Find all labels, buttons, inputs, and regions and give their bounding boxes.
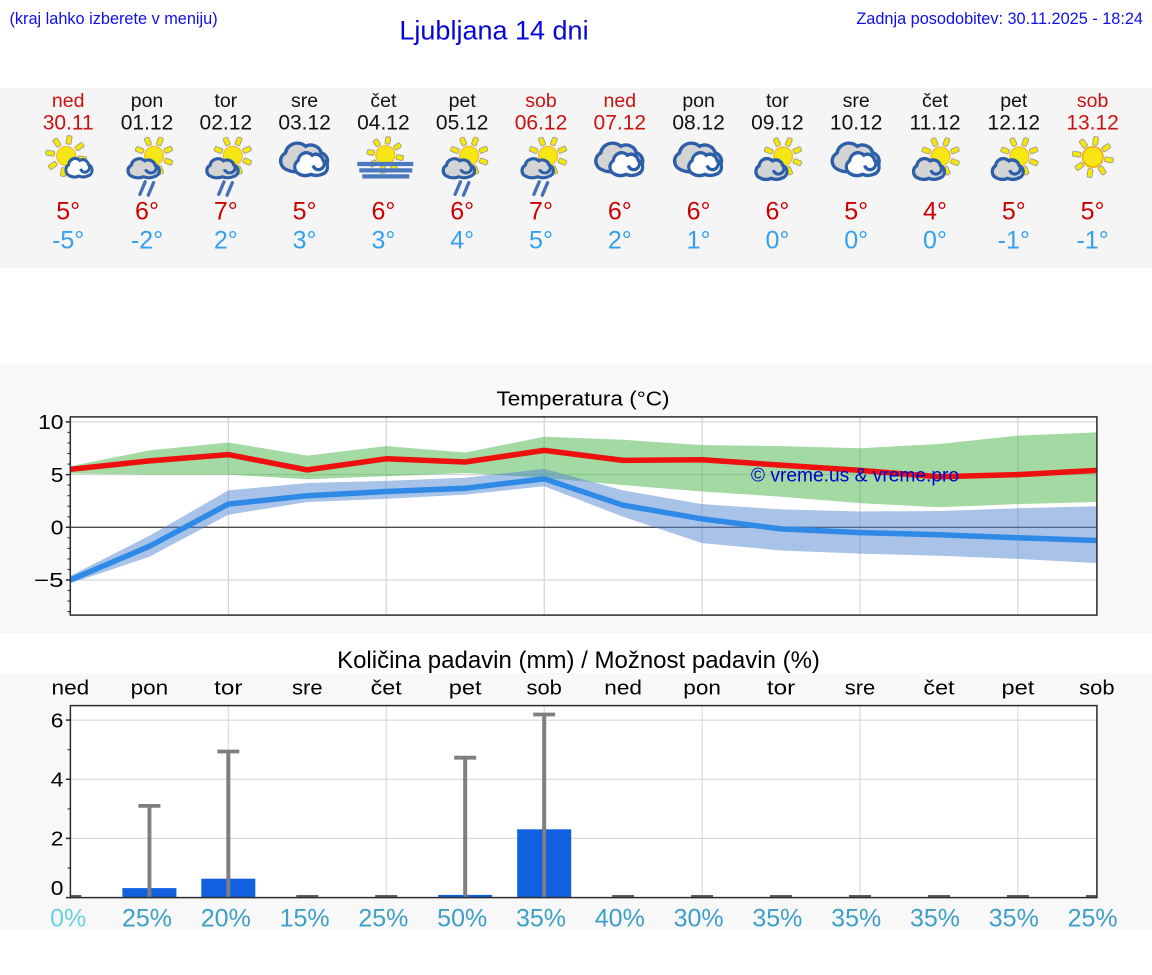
svg-text:© vreme.us & vreme.pro: © vreme.us & vreme.pro	[751, 466, 959, 487]
svg-text:01.12: 01.12	[121, 112, 174, 135]
svg-text:08.12: 08.12	[672, 112, 725, 135]
svg-text:0: 0	[51, 878, 64, 900]
svg-text:čet: čet	[370, 90, 397, 112]
svg-text:5°: 5°	[293, 198, 317, 226]
svg-text:5°: 5°	[1081, 198, 1105, 226]
svg-text:6°: 6°	[608, 198, 632, 226]
svg-text:4°: 4°	[450, 227, 474, 255]
svg-text:35%: 35%	[910, 905, 960, 933]
svg-text:10.12: 10.12	[830, 112, 883, 135]
svg-text:sre: sre	[291, 90, 318, 112]
svg-text:-1°: -1°	[998, 227, 1030, 255]
svg-text:30.11: 30.11	[43, 112, 94, 135]
svg-text:-5°: -5°	[52, 227, 84, 255]
svg-text:6°: 6°	[765, 198, 789, 226]
svg-text:25%: 25%	[122, 905, 172, 933]
svg-text:13.12: 13.12	[1066, 112, 1119, 135]
svg-text:0%: 0%	[50, 905, 86, 933]
svg-text:12.12: 12.12	[988, 112, 1041, 135]
svg-text:1°: 1°	[687, 227, 711, 255]
svg-text:pon: pon	[131, 90, 164, 112]
svg-text:2°: 2°	[608, 227, 632, 255]
svg-text:tor: tor	[767, 678, 796, 700]
svg-text:Temperatura (°C): Temperatura (°C)	[497, 388, 670, 410]
svg-text:35%: 35%	[831, 905, 881, 933]
svg-text:25%: 25%	[1068, 905, 1118, 933]
svg-text:2: 2	[51, 829, 64, 851]
svg-text:-2°: -2°	[131, 227, 163, 255]
svg-text:pon: pon	[682, 90, 715, 112]
svg-text:6°: 6°	[450, 198, 474, 226]
svg-text:pet: pet	[449, 90, 477, 112]
svg-text:3°: 3°	[293, 227, 317, 255]
svg-text:30%: 30%	[674, 905, 724, 933]
svg-text:tor: tor	[214, 678, 243, 700]
svg-text:sob: sob	[1079, 678, 1114, 700]
svg-text:07.12: 07.12	[594, 112, 647, 135]
svg-text:35%: 35%	[516, 905, 566, 933]
svg-text:5°: 5°	[56, 198, 80, 226]
svg-text:0°: 0°	[923, 227, 947, 255]
svg-text:5°: 5°	[1002, 198, 1026, 226]
svg-text:15%: 15%	[280, 905, 330, 933]
svg-text:20%: 20%	[201, 905, 251, 933]
svg-text:−5: −5	[34, 570, 64, 592]
svg-text:pet: pet	[1002, 678, 1035, 700]
svg-text:25%: 25%	[358, 905, 408, 933]
svg-text:Količina padavin (mm) / Možnos: Količina padavin (mm) / Možnost padavin …	[337, 647, 820, 674]
svg-text:35%: 35%	[989, 905, 1039, 933]
svg-text:6°: 6°	[687, 198, 711, 226]
svg-text:35%: 35%	[752, 905, 802, 933]
svg-text:ned: ned	[604, 678, 642, 700]
svg-text:pet: pet	[449, 678, 482, 700]
svg-text:-1°: -1°	[1076, 227, 1108, 255]
svg-text:0°: 0°	[765, 227, 789, 255]
svg-text:6°: 6°	[371, 198, 395, 226]
svg-text:tor: tor	[766, 90, 789, 112]
svg-text:40%: 40%	[595, 905, 645, 933]
svg-text:5°: 5°	[844, 198, 868, 226]
svg-text:03.12: 03.12	[278, 112, 331, 135]
svg-text:5: 5	[51, 465, 64, 487]
svg-text:6°: 6°	[135, 198, 159, 226]
svg-text:sre: sre	[845, 678, 876, 700]
svg-text:pon: pon	[131, 678, 169, 700]
svg-text:čet: čet	[922, 90, 949, 112]
svg-text:04.12: 04.12	[357, 112, 410, 135]
svg-text:6: 6	[51, 710, 64, 732]
svg-text:ned: ned	[52, 90, 85, 112]
svg-text:ned: ned	[604, 90, 637, 112]
svg-text:ned: ned	[52, 678, 90, 700]
svg-text:4: 4	[51, 770, 64, 792]
svg-text:06.12: 06.12	[515, 112, 568, 135]
svg-text:čet: čet	[923, 678, 955, 700]
svg-text:sre: sre	[843, 90, 870, 112]
svg-text:05.12: 05.12	[436, 112, 489, 135]
svg-text:tor: tor	[214, 90, 237, 112]
svg-text:Zadnja posodobitev: 30.11.2025: Zadnja posodobitev: 30.11.2025 - 18:24	[856, 10, 1143, 28]
svg-text:5°: 5°	[529, 227, 553, 255]
svg-text:sob: sob	[1077, 90, 1109, 112]
svg-text:sob: sob	[525, 90, 557, 112]
svg-text:11.12: 11.12	[910, 112, 961, 135]
svg-text:2°: 2°	[214, 227, 238, 255]
svg-text:7°: 7°	[529, 198, 553, 226]
svg-text:0: 0	[51, 518, 64, 540]
svg-text:7°: 7°	[214, 198, 238, 226]
svg-text:sre: sre	[292, 678, 323, 700]
svg-text:3°: 3°	[371, 227, 395, 255]
svg-text:09.12: 09.12	[751, 112, 804, 135]
svg-text:čet: čet	[371, 678, 403, 700]
svg-text:10: 10	[38, 412, 63, 434]
svg-text:50%: 50%	[437, 905, 487, 933]
svg-text:pet: pet	[1000, 90, 1028, 112]
svg-text:4°: 4°	[923, 198, 947, 226]
svg-text:02.12: 02.12	[200, 112, 253, 135]
svg-text:(kraj lahko izberete v meniju): (kraj lahko izberete v meniju)	[10, 10, 218, 28]
svg-text:sob: sob	[527, 678, 562, 700]
svg-text:0°: 0°	[844, 227, 868, 255]
svg-text:Ljubljana 14 dni: Ljubljana 14 dni	[399, 16, 588, 46]
svg-text:pon: pon	[683, 678, 721, 700]
